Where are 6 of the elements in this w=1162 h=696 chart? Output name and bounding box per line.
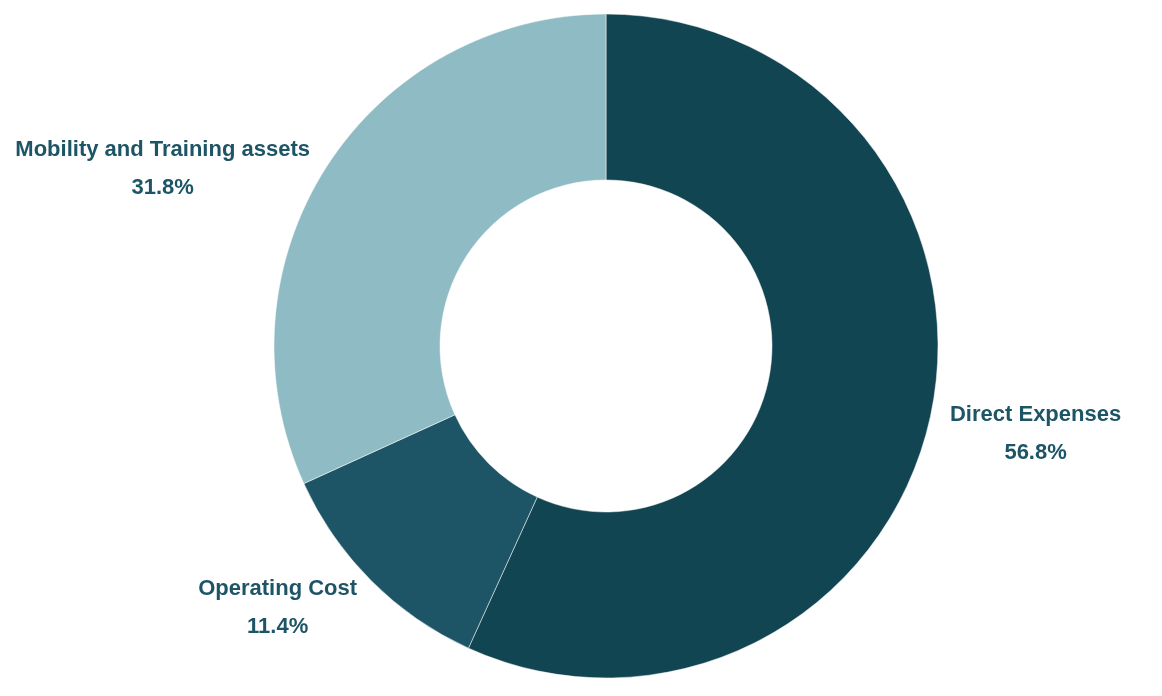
slice-label: Direct Expenses (950, 400, 1122, 426)
data-label: 11.4% (247, 612, 309, 638)
data-label: 31.8% (131, 173, 194, 199)
slice-label: Mobility and Training assets (15, 135, 310, 161)
data-label: 56.8% (1004, 438, 1067, 464)
slice-label: Operating Cost (198, 574, 358, 600)
